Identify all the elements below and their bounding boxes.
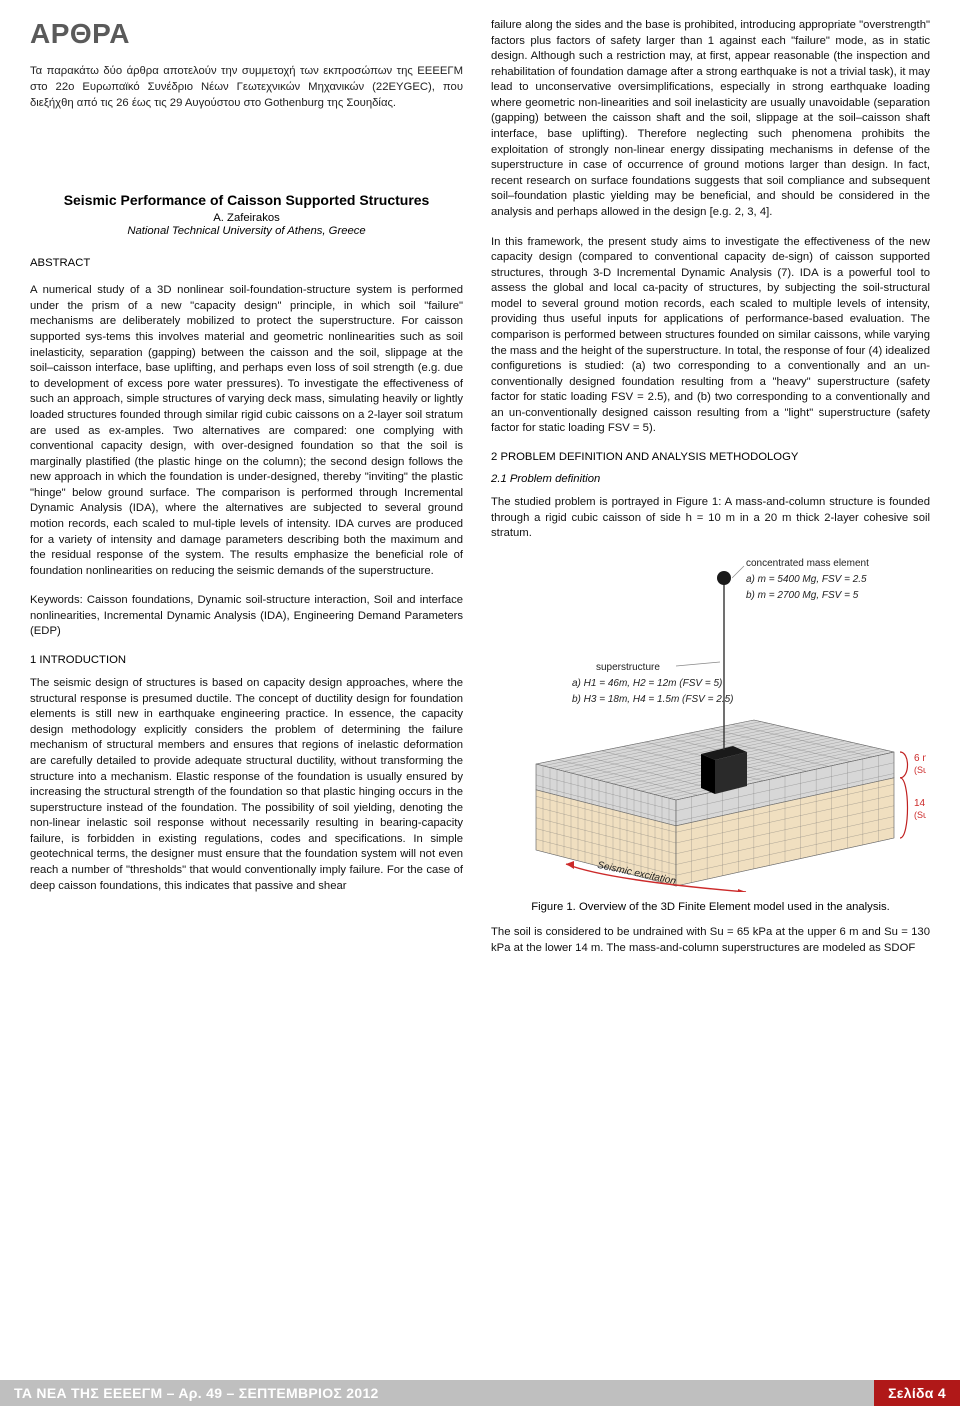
section-2-1-p2: The soil is considered to be undrained w… — [491, 925, 930, 956]
figure-1-svg: Seismic excitation6 m(Su = 65 kPa)14 m(S… — [496, 552, 926, 892]
figure-1-caption: Figure 1. Overview of the 3D Finite Elem… — [491, 900, 930, 915]
right-col-p1: failure along the sides and the base is … — [491, 18, 930, 221]
paper-author: A. Zafeirakos — [30, 212, 463, 224]
page-footer: ΤΑ ΝΕΑ ΤΗΣ ΕΕΕΕΓΜ – Αρ. 49 – ΣΕΠΤΕΜΒΡΙΟΣ… — [0, 1378, 960, 1408]
svg-text:superstructure: superstructure — [596, 662, 660, 673]
footer-left: ΤΑ ΝΕΑ ΤΗΣ ΕΕΕΕΓΜ – Αρ. 49 – ΣΕΠΤΕΜΒΡΙΟΣ… — [0, 1380, 874, 1406]
keywords-text: Keywords: Caisson foundations, Dynamic s… — [30, 593, 463, 640]
figure-1: Seismic excitation6 m(Su = 65 kPa)14 m(S… — [491, 552, 930, 915]
section-2-heading: 2 PROBLEM DEFINITION AND ANALYSIS METHOD… — [491, 451, 930, 463]
svg-text:b) m = 2700 Mg, FSV = 5: b) m = 2700 Mg, FSV = 5 — [746, 590, 859, 601]
section-2-1-p1: The studied problem is portrayed in Figu… — [491, 495, 930, 542]
svg-text:14 m: 14 m — [914, 798, 926, 809]
abstract-label: ABSTRACT — [30, 257, 463, 269]
section-1-p1: The seismic design of structures is base… — [30, 676, 463, 894]
abstract-text: A numerical study of a 3D nonlinear soil… — [30, 283, 463, 579]
section-2-1-heading: 2.1 Problem definition — [491, 473, 930, 485]
paper-affiliation: National Technical University of Athens,… — [30, 225, 463, 237]
footer-right: Σελίδα 4 — [874, 1380, 960, 1406]
paper-title: Seismic Performance of Caisson Supported… — [30, 191, 463, 210]
svg-text:b) H3 = 18m, H4 = 1.5m (FSV: b) H3 = 18m, H4 = 1.5m (FSV = 2.5) — [572, 694, 733, 705]
svg-text:concentrated mass element: concentrated mass element — [746, 558, 869, 569]
svg-text:(Su = 130 kPa): (Su = 130 kPa) — [914, 810, 926, 820]
svg-text:6 m: 6 m — [914, 753, 926, 764]
svg-text:(Su = 65 kPa): (Su = 65 kPa) — [914, 765, 926, 775]
right-col-p2: In this framework, the present study aim… — [491, 235, 930, 438]
section-1-heading: 1 INTRODUCTION — [30, 654, 463, 666]
svg-text:a) H1 = 46m, H2 = 12m (FSV: a) H1 = 46m, H2 = 12m (FSV = 5) — [572, 678, 722, 689]
intro-text: Τα παρακάτω δύο άρθρα αποτελούν την συμμ… — [30, 64, 463, 111]
svg-text:a) m = 5400 Mg, FSV = 2.5: a) m = 5400 Mg, FSV = 2.5 — [746, 574, 867, 585]
page-heading: ΑΡΘΡΑ — [30, 18, 463, 50]
